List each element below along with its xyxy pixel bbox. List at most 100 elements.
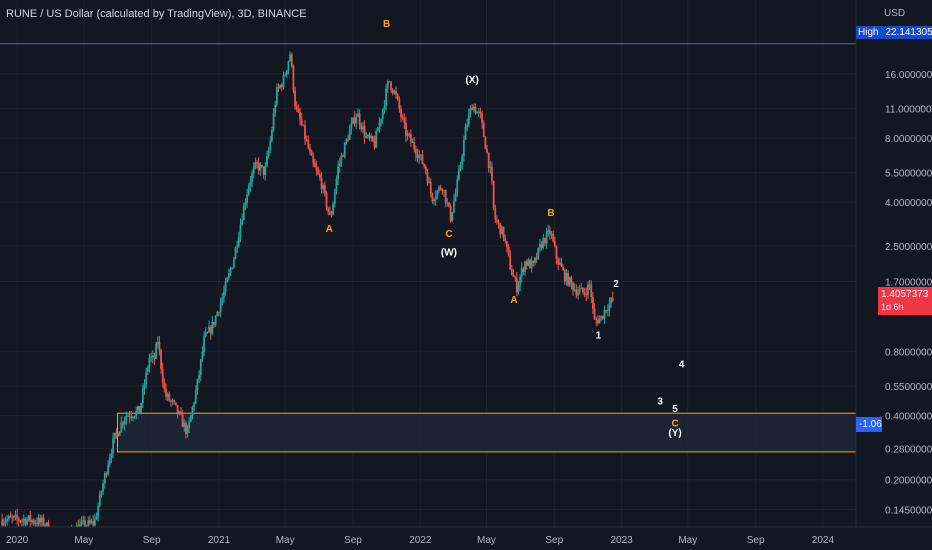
candle-body bbox=[180, 411, 182, 415]
candle bbox=[196, 378, 199, 395]
candle bbox=[542, 233, 545, 250]
candle bbox=[456, 175, 459, 198]
candle-body bbox=[502, 226, 505, 239]
candle bbox=[267, 146, 270, 159]
candle bbox=[307, 135, 310, 150]
candle bbox=[188, 417, 191, 434]
candle bbox=[214, 315, 217, 327]
candle bbox=[550, 230, 553, 239]
wave-label: (W) bbox=[441, 248, 457, 259]
candle bbox=[305, 135, 308, 143]
candle bbox=[388, 81, 391, 83]
candle bbox=[19, 520, 22, 524]
candle bbox=[462, 135, 465, 162]
candle-body bbox=[580, 287, 583, 290]
candle bbox=[505, 240, 508, 253]
candle bbox=[393, 89, 396, 95]
candle-body bbox=[414, 149, 417, 155]
candle bbox=[138, 405, 141, 414]
candle-body bbox=[160, 350, 162, 369]
candle bbox=[368, 132, 371, 142]
candle bbox=[241, 213, 244, 226]
candle-body bbox=[231, 267, 234, 269]
candle-body bbox=[545, 231, 548, 244]
x-tick-label: 2021 bbox=[208, 535, 231, 546]
candle bbox=[600, 315, 603, 322]
high-tag-value: 22.1413057 bbox=[885, 27, 932, 38]
candle-body bbox=[583, 292, 586, 294]
candle bbox=[221, 293, 224, 306]
candle bbox=[309, 144, 311, 156]
candle bbox=[199, 358, 202, 382]
candle-body bbox=[234, 247, 237, 260]
y-tick-label: 0.5500000 bbox=[885, 382, 932, 393]
candle bbox=[325, 190, 328, 211]
candle bbox=[370, 133, 373, 142]
candle-body bbox=[376, 130, 379, 132]
candle-body bbox=[17, 518, 20, 522]
candle-body bbox=[41, 517, 43, 523]
candle-body bbox=[120, 422, 123, 432]
candle bbox=[525, 258, 528, 270]
candle bbox=[1, 513, 4, 528]
candle bbox=[474, 103, 477, 115]
candle bbox=[261, 164, 263, 168]
candle-body bbox=[84, 520, 86, 529]
candle-body bbox=[340, 155, 343, 163]
y-tick-label: 0.1450000 bbox=[885, 505, 932, 516]
candle-body bbox=[464, 126, 467, 141]
candle bbox=[42, 513, 45, 529]
candle-body bbox=[330, 214, 333, 216]
candle bbox=[158, 335, 161, 356]
candle bbox=[396, 93, 399, 101]
candle bbox=[395, 86, 397, 99]
candle bbox=[403, 113, 406, 130]
candle bbox=[461, 153, 464, 170]
candle bbox=[522, 266, 525, 276]
candle bbox=[487, 152, 490, 173]
candle bbox=[512, 269, 515, 277]
candle bbox=[535, 252, 538, 264]
candle bbox=[380, 118, 383, 127]
candle-body bbox=[14, 514, 17, 517]
candle bbox=[226, 276, 229, 283]
candle bbox=[348, 124, 351, 141]
candle bbox=[272, 108, 275, 133]
candle bbox=[168, 391, 171, 402]
candle-body bbox=[386, 81, 389, 89]
candle bbox=[237, 231, 240, 248]
candle-body bbox=[186, 428, 189, 434]
candle bbox=[224, 277, 227, 296]
candle-body bbox=[380, 118, 383, 123]
candle bbox=[186, 424, 189, 438]
candle bbox=[280, 82, 283, 92]
candle bbox=[608, 297, 611, 317]
candle bbox=[477, 108, 480, 118]
candle-body bbox=[505, 241, 508, 247]
candle-body bbox=[562, 266, 565, 270]
candle-body bbox=[236, 245, 239, 248]
candle-body bbox=[588, 284, 591, 286]
candle bbox=[507, 243, 510, 257]
candle-body bbox=[90, 521, 93, 523]
candle-body bbox=[201, 351, 204, 360]
candle bbox=[252, 162, 255, 179]
candle-body bbox=[24, 518, 27, 525]
candle-body bbox=[441, 189, 444, 191]
high-tag-label: High bbox=[858, 27, 879, 38]
candle-body bbox=[530, 260, 533, 269]
candle-body bbox=[312, 155, 315, 164]
candle-body bbox=[203, 336, 205, 352]
candle-body bbox=[403, 117, 406, 123]
candle bbox=[532, 260, 535, 267]
candle-body bbox=[310, 151, 313, 156]
candle-body bbox=[474, 106, 477, 114]
candle bbox=[484, 136, 487, 150]
candle bbox=[457, 164, 460, 181]
candle bbox=[405, 116, 407, 143]
candle-body bbox=[171, 400, 174, 402]
candle-body bbox=[333, 191, 336, 204]
candle-body bbox=[385, 88, 387, 107]
candle bbox=[472, 103, 475, 113]
